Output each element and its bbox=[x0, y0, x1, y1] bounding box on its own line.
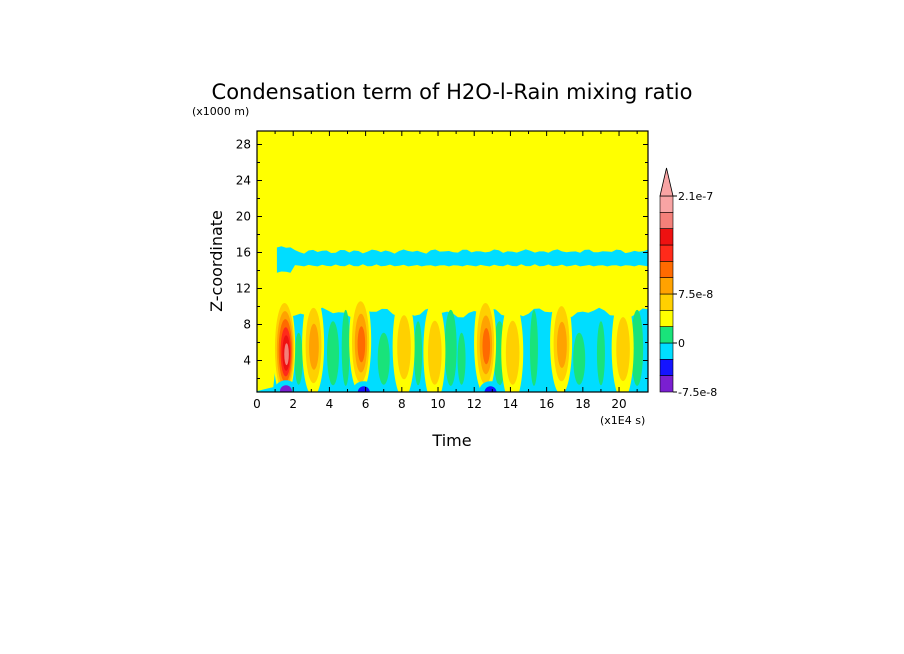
x-axis-label: Time bbox=[431, 431, 471, 450]
colorbar-swatch bbox=[659, 212, 674, 229]
x-tick-label: 20 bbox=[611, 397, 626, 411]
chart-title: Condensation term of H2O-l-Rain mixing r… bbox=[212, 80, 693, 104]
y-tick-label: 20 bbox=[236, 210, 251, 224]
yellow-streak bbox=[631, 309, 644, 386]
convective-cell bbox=[611, 295, 634, 392]
x-tick-label: 16 bbox=[539, 397, 554, 411]
y-tick-label: 4 bbox=[243, 354, 251, 368]
convective-cell bbox=[392, 294, 415, 392]
colorbar-label: -7.5e-8 bbox=[678, 386, 717, 399]
y-tick-label: 28 bbox=[236, 138, 251, 152]
colorbar-swatch bbox=[659, 358, 674, 376]
y-axis-label: Z-coordinate bbox=[207, 210, 226, 312]
upper-band-region bbox=[276, 246, 648, 273]
yellow-streak bbox=[529, 309, 538, 386]
colorbar: 2.1e-7 7.5e-8 0 -7.5e-8 bbox=[659, 167, 717, 399]
yellow-streak bbox=[294, 332, 303, 385]
convective-cell bbox=[501, 299, 524, 392]
colorbar-swatch bbox=[659, 244, 674, 262]
cell-level-1 bbox=[427, 320, 442, 385]
colorbar-swatch bbox=[659, 228, 674, 246]
convective-cell bbox=[423, 299, 446, 392]
x-tick-label: 0 bbox=[253, 397, 261, 411]
y-tick-label: 24 bbox=[236, 174, 251, 188]
cell-level-3 bbox=[357, 326, 366, 363]
convective-cell bbox=[474, 290, 497, 392]
negative-patch bbox=[352, 381, 375, 392]
yellow-streak bbox=[457, 332, 466, 385]
x-tick-label: 4 bbox=[326, 397, 334, 411]
x-tick-label: 10 bbox=[430, 397, 445, 411]
y-tick-label: 8 bbox=[243, 318, 251, 332]
x-tick-label: 12 bbox=[467, 397, 482, 411]
patch-inner bbox=[279, 385, 292, 392]
x-tick-label: 18 bbox=[575, 397, 590, 411]
y-tick-label: 16 bbox=[236, 246, 251, 260]
colorbar-label: 2.1e-7 bbox=[678, 190, 713, 203]
colorbar-swatch bbox=[659, 326, 674, 344]
yellow-streak bbox=[377, 332, 390, 385]
convective-cell bbox=[550, 290, 573, 392]
yellow-streak bbox=[341, 309, 350, 386]
colorbar-swatch bbox=[659, 309, 674, 327]
yellow-streak bbox=[327, 321, 340, 386]
negative-patch bbox=[274, 380, 297, 392]
y-tick-label: 12 bbox=[236, 282, 251, 296]
cell-level-1 bbox=[505, 320, 520, 385]
colorbar-swatch bbox=[659, 342, 674, 360]
contour-field bbox=[257, 246, 648, 392]
y-unit-label: (x1000 m) bbox=[192, 105, 249, 118]
cell-level-2 bbox=[557, 321, 567, 368]
yellow-streak bbox=[596, 321, 605, 386]
convective-cell bbox=[349, 288, 372, 392]
colorbar-swatch bbox=[659, 277, 674, 295]
cell-level-2 bbox=[309, 323, 319, 370]
x-tick-label: 8 bbox=[398, 397, 406, 411]
x-tick-label: 2 bbox=[289, 397, 297, 411]
convective-cell bbox=[273, 295, 296, 392]
yellow-streak bbox=[444, 309, 457, 386]
x-tick-label: 14 bbox=[503, 397, 518, 411]
colorbar-swatch bbox=[659, 195, 674, 213]
yellow-streak bbox=[573, 332, 586, 385]
colorbar-extend-arrow bbox=[659, 167, 674, 197]
y-axis: 4 8 12 16 20 24 28 bbox=[236, 138, 648, 379]
x-tick-label: 6 bbox=[362, 397, 370, 411]
cell-level-3 bbox=[482, 328, 491, 365]
x-unit-label: (x1E4 s) bbox=[600, 414, 645, 427]
colorbar-swatch bbox=[659, 293, 674, 311]
colorbar-label: 7.5e-8 bbox=[678, 288, 713, 301]
negative-patch bbox=[479, 381, 502, 392]
colorbar-swatch bbox=[659, 260, 674, 278]
plot-frame bbox=[256, 130, 649, 393]
cell-level-1 bbox=[397, 315, 411, 380]
x-axis: 0 2 4 6 8 10 12 14 16 18 20 bbox=[253, 131, 638, 411]
cell-level-6 bbox=[284, 343, 289, 366]
patch-inner bbox=[357, 386, 370, 392]
convective-cell bbox=[302, 292, 325, 392]
yellow-streak bbox=[414, 321, 423, 386]
cell-level-1 bbox=[616, 317, 630, 382]
colorbar-label: 0 bbox=[678, 337, 685, 350]
plot-area bbox=[256, 130, 649, 393]
colorbar-swatch bbox=[659, 375, 674, 393]
patch-inner bbox=[484, 386, 497, 392]
